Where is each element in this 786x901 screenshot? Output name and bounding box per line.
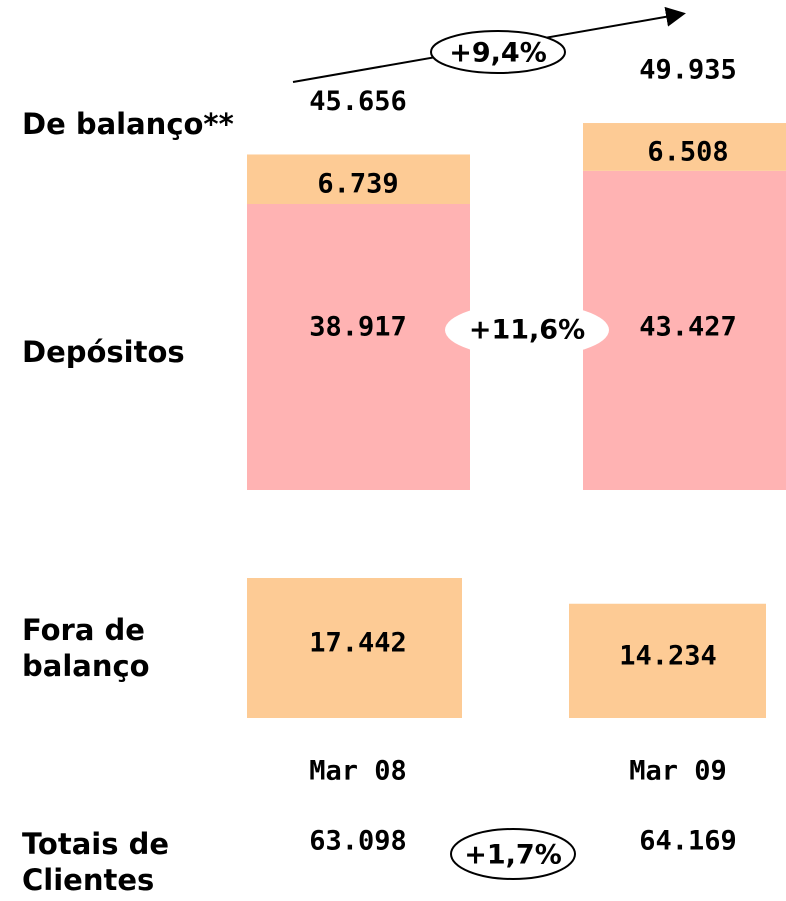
total-label: 49.935 [639, 55, 737, 86]
bar-segment [247, 204, 470, 490]
category-label: Mar 08 [309, 756, 407, 787]
bar-segment [583, 170, 786, 490]
row-label: Depósitos [22, 335, 185, 369]
row-label: Fora de balanço [22, 613, 150, 683]
value-label: 14.234 [619, 640, 717, 671]
total-label: 45.656 [309, 86, 407, 117]
row-label: Totais de Clientes [22, 827, 170, 897]
change-label: +1,7% [464, 840, 562, 871]
value-label: 43.427 [639, 312, 737, 343]
value-label: 6.739 [317, 169, 398, 200]
change-label: +9,4% [449, 38, 547, 69]
value-label: 17.442 [309, 628, 407, 659]
total-label: 64.169 [639, 826, 737, 857]
total-label: 63.098 [309, 826, 407, 857]
bar [247, 578, 462, 718]
change-label: +11,6% [469, 315, 585, 346]
change-badge [450, 828, 576, 880]
value-label: 6.508 [647, 136, 728, 167]
change-badge [445, 303, 609, 357]
row-label: De balanço** [22, 107, 234, 141]
bar-segment [247, 154, 470, 204]
bar [569, 603, 766, 718]
value-label: 38.917 [309, 312, 407, 343]
change-badge [430, 30, 566, 74]
bar-segment [583, 123, 786, 171]
category-label: Mar 09 [629, 756, 727, 787]
